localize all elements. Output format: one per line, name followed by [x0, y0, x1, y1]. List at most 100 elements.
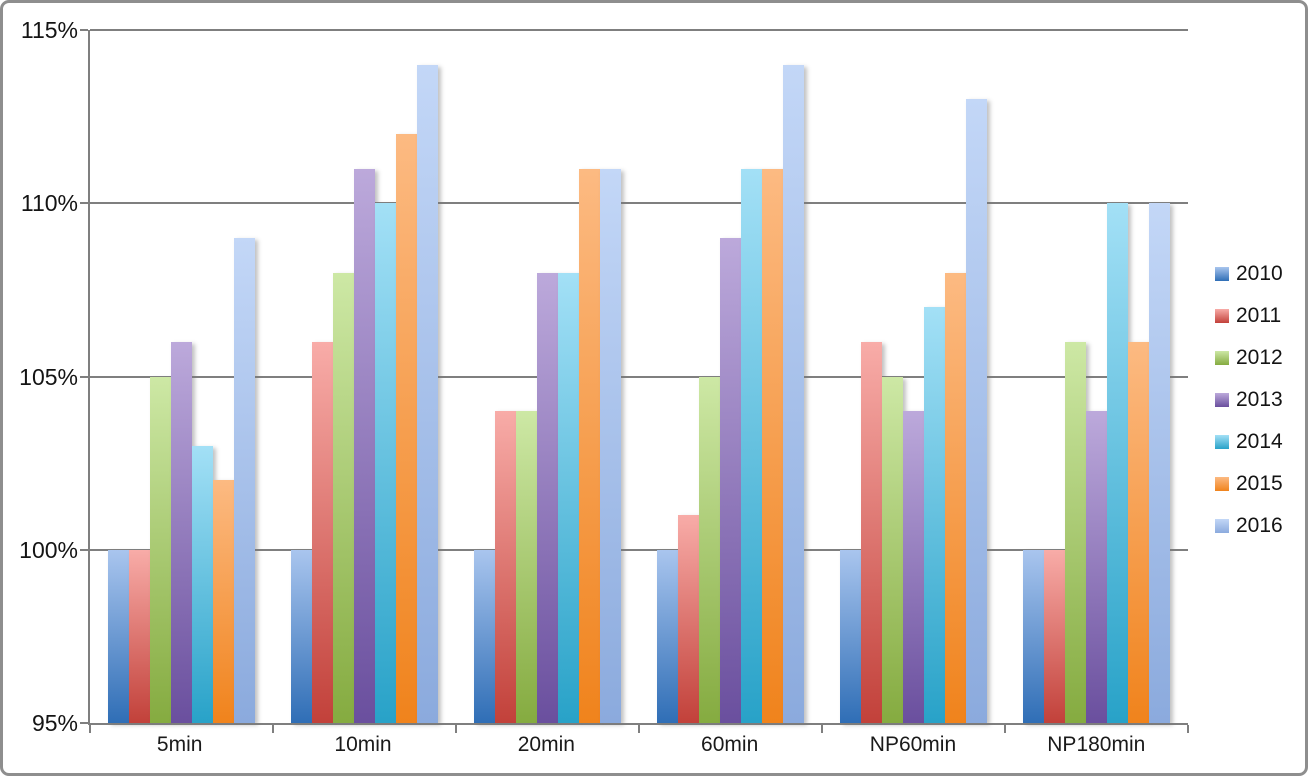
- legend-item-2014: 2014: [1215, 421, 1283, 463]
- bar-2011-NP180min: [1044, 549, 1065, 723]
- bar-group-5min: [90, 30, 273, 723]
- bar-2011-5min: [129, 549, 150, 723]
- y-axis-label-110: 110%: [20, 190, 78, 217]
- bar-2010-60min: [657, 549, 678, 723]
- bar-2013-NP60min: [903, 411, 924, 723]
- bar-2013-60min: [720, 237, 741, 723]
- bar-groups: [89, 30, 1189, 733]
- bar-2011-NP60min: [861, 341, 882, 723]
- bar-2016-60min: [783, 64, 804, 723]
- bar-group-10min: [273, 30, 456, 723]
- legend-swatch-2014: [1215, 435, 1229, 449]
- legend: 2010 2011 2012 2013 2014 2015 2016: [1215, 253, 1283, 547]
- bar-2012-5min: [150, 376, 171, 723]
- bar-2015-60min: [762, 168, 783, 723]
- bar-2011-10min: [312, 341, 333, 723]
- bar-group-NP180min: [1005, 30, 1188, 723]
- legend-label-2012: 2012: [1236, 346, 1283, 369]
- bar-2010-20min: [474, 549, 495, 723]
- bar-2013-5min: [171, 341, 192, 723]
- bar-2014-60min: [741, 168, 762, 723]
- bar-2012-60min: [699, 376, 720, 723]
- bar-2014-NP60min: [924, 307, 945, 723]
- bar-2014-10min: [375, 203, 396, 723]
- legend-swatch-2013: [1215, 393, 1229, 407]
- legend-item-2010: 2010: [1215, 253, 1283, 295]
- legend-item-2012: 2012: [1215, 337, 1283, 379]
- bar-2011-60min: [678, 515, 699, 723]
- y-axis-labels: 115% 110% 105% 100% 95%: [3, 3, 78, 773]
- bar-2010-10min: [291, 549, 312, 723]
- bar-group-60min: [639, 30, 822, 723]
- x-axis-tick: [638, 725, 640, 733]
- bar-2015-20min: [579, 168, 600, 723]
- legend-label-2010: 2010: [1236, 262, 1283, 285]
- x-axis-labels: 5min 10min 20min 60min NP60min NP180min: [88, 733, 1188, 757]
- x-axis-label-10min: 10min: [334, 733, 392, 756]
- bar-2015-5min: [213, 480, 234, 723]
- bar-2012-NP60min: [882, 376, 903, 723]
- bar-2015-NP180min: [1128, 341, 1149, 723]
- gridline-110: [90, 202, 1188, 205]
- bar-2016-20min: [600, 168, 621, 723]
- bar-2013-20min: [537, 272, 558, 723]
- y-axis-label-105: 105%: [19, 363, 78, 390]
- legend-swatch-2015: [1215, 477, 1229, 491]
- x-axis-tick: [1004, 725, 1006, 733]
- bar-2010-NP60min: [840, 549, 861, 723]
- bar-2016-10min: [417, 64, 438, 723]
- y-axis-tick: [80, 29, 88, 31]
- x-axis-label-20min: 20min: [517, 733, 575, 756]
- x-axis-label-NP60min: NP60min: [869, 733, 957, 756]
- legend-swatch-2010: [1215, 267, 1229, 281]
- legend-label-2011: 2011: [1236, 304, 1282, 327]
- bar-2016-NP60min: [966, 99, 987, 723]
- bar-2013-10min: [354, 168, 375, 723]
- bar-2015-10min: [396, 133, 417, 723]
- x-axis-tick: [271, 725, 274, 733]
- plot-area: [80, 29, 1189, 733]
- y-axis-label-115: 115%: [20, 17, 78, 43]
- legend-swatch-2011: [1215, 309, 1229, 323]
- bar-2012-NP180min: [1065, 341, 1086, 723]
- x-axis-label-5min: 5min: [156, 733, 203, 756]
- bar-2012-10min: [333, 272, 354, 723]
- x-axis-tick: [454, 725, 457, 733]
- legend-label-2016: 2016: [1236, 514, 1283, 537]
- bar-2010-5min: [108, 549, 129, 723]
- y-axis-tick: [80, 202, 88, 205]
- legend-item-2015: 2015: [1215, 463, 1283, 505]
- bar-2012-20min: [516, 411, 537, 723]
- bar-2013-NP180min: [1086, 411, 1107, 723]
- legend-swatch-2016: [1215, 519, 1229, 533]
- x-axis-tick: [89, 725, 91, 733]
- bar-2010-NP180min: [1023, 549, 1044, 723]
- bar-2014-NP180min: [1107, 203, 1128, 723]
- bar-group-20min: [456, 30, 639, 723]
- y-axis-tick: [80, 722, 88, 724]
- gridline-115: [90, 29, 1188, 31]
- bar-2014-20min: [558, 272, 579, 723]
- bar-2014-5min: [192, 445, 213, 723]
- y-axis-tick: [80, 548, 88, 551]
- gridline-100: [90, 548, 1188, 551]
- x-axis-tick: [1187, 725, 1189, 733]
- legend-item-2016: 2016: [1215, 505, 1283, 547]
- x-axis-label-60min: 60min: [701, 733, 759, 756]
- x-axis-tick: [820, 725, 823, 733]
- legend-label-2015: 2015: [1236, 472, 1283, 495]
- bar-2011-20min: [495, 411, 516, 723]
- legend-item-2011: 2011: [1215, 295, 1283, 337]
- legend-label-2013: 2013: [1236, 388, 1283, 411]
- x-axis-label-NP180min: NP180min: [1047, 733, 1146, 756]
- legend-swatch-2012: [1215, 351, 1229, 365]
- y-axis-label-95: 95%: [31, 710, 78, 736]
- y-axis-label-100: 100%: [19, 536, 78, 563]
- gridline-105: [90, 375, 1188, 378]
- bar-2016-5min: [234, 237, 255, 723]
- bar-2016-NP180min: [1149, 203, 1170, 723]
- legend-item-2013: 2013: [1215, 379, 1283, 421]
- legend-label-2014: 2014: [1236, 430, 1283, 453]
- bar-2015-NP60min: [945, 272, 966, 723]
